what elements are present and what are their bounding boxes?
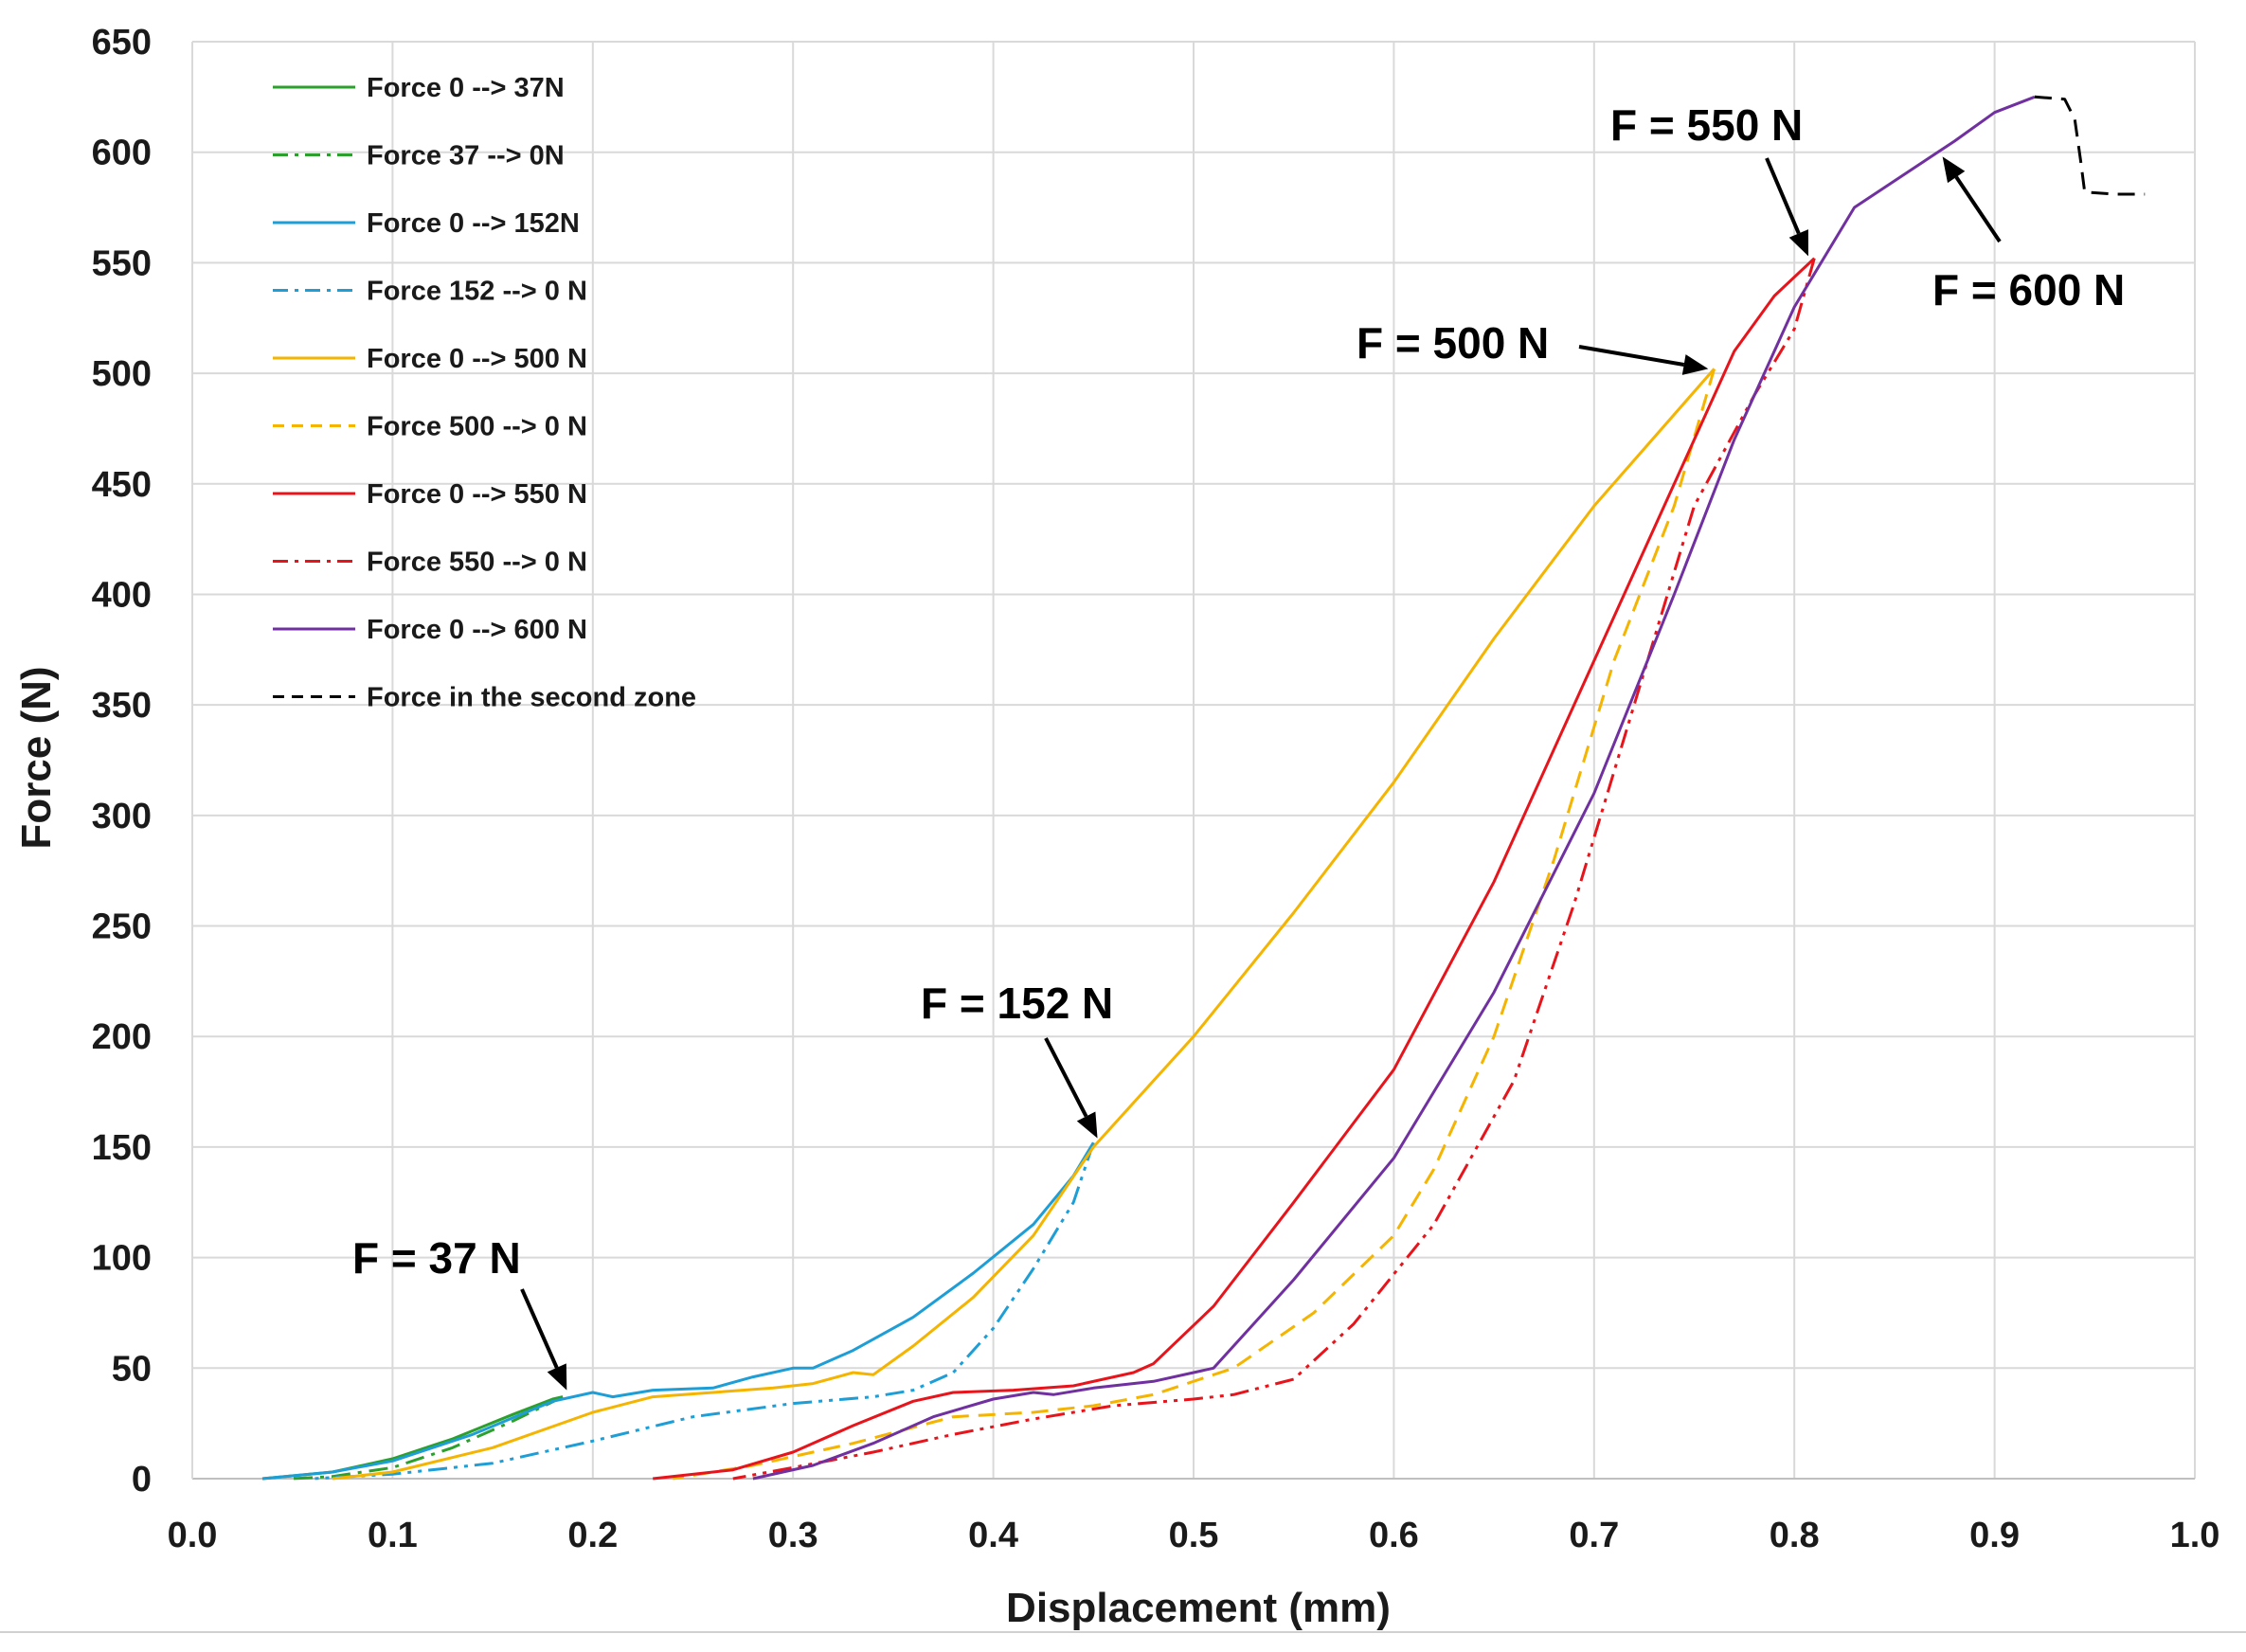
legend-entry: Force 0 --> 37N	[367, 73, 565, 103]
legend-entry: Force 0 --> 500 N	[367, 344, 587, 374]
grid	[191, 41, 2196, 1480]
x-tick-label: 0.6	[1369, 1516, 1419, 1555]
x-tick-label: 0.7	[1569, 1516, 1619, 1555]
series-line-3	[261, 1141, 1095, 1481]
series-line-9	[752, 95, 2036, 1481]
x-tick-label: 0.0	[168, 1516, 218, 1555]
y-tick-label: 200	[92, 1017, 152, 1057]
annotation-label: F = 600 N	[1932, 265, 2125, 314]
legend-entry: Force 550 --> 0 N	[367, 548, 587, 578]
annotation-arrow	[1044, 1037, 1088, 1118]
x-tick-label: 0.9	[1969, 1516, 2020, 1555]
y-tick-label: 500	[92, 354, 152, 394]
annotation-arrowhead	[1076, 1111, 1098, 1139]
y-tick-label: 100	[92, 1239, 152, 1279]
y-tick-label: 400	[92, 575, 152, 615]
legend-entry: Force in the second zone	[367, 683, 696, 713]
y-tick-label: 550	[92, 243, 152, 283]
bottom-divider	[0, 1631, 2246, 1633]
y-axis-title: Force (N)	[13, 666, 60, 849]
x-tick-label: 0.5	[1169, 1516, 1219, 1555]
y-tick-label: 50	[112, 1349, 152, 1389]
y-tick-label: 150	[92, 1128, 152, 1168]
x-tick-label: 0.3	[768, 1516, 818, 1555]
series-line-8	[732, 258, 1816, 1481]
annotation-label: F = 550 N	[1610, 100, 1803, 150]
y-tick-label: 350	[92, 686, 152, 726]
x-tick-label: 0.2	[567, 1516, 618, 1555]
y-tick-label: 0	[132, 1460, 152, 1499]
y-tick-label: 300	[92, 797, 152, 836]
y-tick-label: 600	[92, 134, 152, 173]
x-axis-title: Displacement (mm)	[1006, 1585, 1391, 1631]
series-line-5	[332, 368, 1716, 1481]
annotation-arrowhead	[1681, 354, 1709, 375]
annotation-arrowhead	[1788, 229, 1808, 257]
annotation-arrow	[520, 1288, 559, 1369]
legend-entry: Force 152 --> 0 N	[367, 277, 587, 307]
axes: 0 50 100 150 200 250 300 350 400 450 500 550 600 650 0…	[92, 23, 2220, 1555]
series-group	[261, 95, 2146, 1481]
legend-entry: Force 500 --> 0 N	[367, 412, 587, 442]
annotation-label: F = 37 N	[352, 1233, 521, 1283]
legend-entry: Force 37 --> 0N	[367, 141, 565, 171]
legend-entry: Force 0 --> 600 N	[367, 615, 587, 645]
annotation-arrowhead	[547, 1363, 567, 1391]
legend: Force 0 --> 37N Force 37 --> 0N Force 0 --…	[273, 73, 696, 713]
y-tick-label: 450	[92, 465, 152, 505]
x-tick-label: 1.0	[2170, 1516, 2220, 1555]
y-tick-label: 250	[92, 907, 152, 947]
series-line-10	[2034, 95, 2146, 196]
x-tick-label: 0.1	[368, 1516, 418, 1555]
annotation-arrowhead	[1942, 156, 1966, 184]
series-line-4	[312, 1141, 1095, 1481]
annotations: F = 37 N F = 152 N F = 500 N F = 550 N F = 6…	[352, 100, 2125, 1391]
annotation-label: F = 500 N	[1357, 318, 1549, 368]
annotation-arrow	[1578, 345, 1685, 367]
x-tick-label: 0.8	[1770, 1516, 1820, 1555]
annotation-label: F = 152 N	[921, 979, 1113, 1028]
legend-entry: Force 0 --> 152N	[367, 208, 580, 239]
annotation-arrow	[1765, 157, 1801, 235]
legend-entry: Force 0 --> 550 N	[367, 479, 587, 510]
x-tick-label: 0.4	[968, 1516, 1018, 1555]
series-line-7	[653, 257, 1816, 1481]
annotation-arrow	[1954, 175, 2002, 243]
series-line-2	[292, 1395, 564, 1481]
y-tick-label: 650	[92, 23, 152, 63]
